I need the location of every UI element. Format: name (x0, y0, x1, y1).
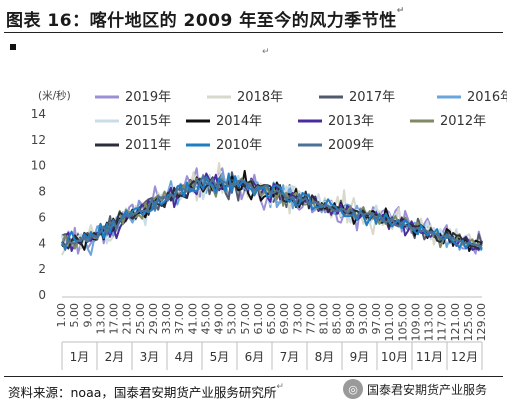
x-tick-label: 61.00 (252, 303, 265, 335)
x-tick-label: 73.00 (291, 303, 304, 335)
legend-entry-2018年: 2018年 (237, 90, 283, 105)
legend-entry-2011年: 2011年 (125, 138, 171, 153)
x-tick-label: 65.00 (265, 303, 278, 335)
brand-name: 国泰君安期货产业服务 (367, 382, 488, 397)
legend-entry-2013年: 2013年 (328, 114, 374, 129)
month-label: 12月 (451, 350, 478, 364)
series-line-2010年 (61, 172, 483, 251)
y-tick-label: 4 (38, 236, 46, 250)
x-tick-label: 93.00 (357, 303, 370, 335)
x-tick-label: 89.00 (344, 303, 357, 335)
y-tick-label: 2 (38, 262, 46, 276)
y-tick-label: 8 (38, 185, 46, 199)
x-tick-label: 49.00 (213, 303, 226, 335)
month-label: 5月 (210, 350, 230, 364)
x-tick-label: 33.00 (160, 303, 173, 335)
x-tick-label: 9.00 (81, 303, 94, 328)
y-tick-label: 14 (31, 107, 46, 121)
x-tick-label: 105.00 (396, 303, 409, 342)
y-tick-label: 0 (38, 288, 46, 302)
x-tick-label: 97.00 (370, 303, 383, 335)
x-tick-label: 101.00 (383, 303, 396, 342)
month-label: 4月 (175, 350, 195, 364)
month-label: 6月 (245, 350, 265, 364)
x-tick-label: 121.00 (449, 303, 462, 342)
y-axis-label: (米/秒) (38, 89, 71, 102)
source-note: 资料来源：noaa，国泰君安期货产业服务研究所 ↵ (8, 382, 284, 400)
y-tick-label: 10 (31, 159, 46, 173)
x-tick-label: 13.00 (94, 303, 107, 335)
x-tick-label: 113.00 (423, 303, 436, 342)
month-label: 8月 (315, 350, 335, 364)
x-tick-label: 37.00 (173, 303, 186, 335)
x-tick-label: 17.00 (108, 303, 121, 335)
wechat-logo-icon: ◎ (343, 379, 363, 399)
month-label: 10月 (381, 350, 408, 364)
title-divider (4, 32, 503, 33)
legend-entry-2016年: 2016年 (467, 90, 507, 105)
x-tick-label: 57.00 (239, 303, 252, 335)
x-tick-label: 125.00 (462, 303, 475, 342)
x-tick-label: 77.00 (304, 303, 317, 335)
month-label: 9月 (350, 350, 370, 364)
y-tick-label: 12 (31, 133, 46, 147)
month-label: 3月 (140, 350, 160, 364)
page-title: 图表 16：喀什地区的 2009 年至今的风力季节性 ↵ (6, 6, 405, 31)
legend-entry-2014年: 2014年 (216, 114, 262, 129)
x-tick-label: 109.00 (409, 303, 422, 342)
legend-entry-2009年: 2009年 (328, 138, 374, 153)
x-tick-label: 45.00 (199, 303, 212, 335)
x-tick-label: 85.00 (331, 303, 344, 335)
month-label: 11月 (416, 350, 443, 364)
legend-entry-2017年: 2017年 (349, 90, 395, 105)
x-tick-label: 129.00 (475, 303, 488, 342)
x-tick-label: 41.00 (186, 303, 199, 335)
series-line-2018年 (61, 162, 482, 256)
x-tick-label: 5.00 (68, 303, 81, 328)
legend-entry-2015年: 2015年 (125, 114, 171, 129)
legend-entry-2012年: 2012年 (440, 114, 486, 129)
bullet-square-icon (10, 44, 16, 50)
paragraph-mark: ↵ (262, 47, 270, 57)
footer-divider (4, 376, 503, 377)
x-tick-label: 1.00 (55, 303, 68, 328)
month-label: 2月 (105, 350, 125, 364)
brand-logo: ◎ 国泰君安期货产业服务 (343, 379, 487, 399)
month-label: 7月 (280, 350, 300, 364)
x-tick-label: 53.00 (226, 303, 239, 335)
legend-entry-2019年: 2019年 (125, 90, 171, 105)
x-tick-label: 29.00 (147, 303, 160, 335)
paragraph-mark: ↵ (396, 6, 405, 16)
legend-entry-2010年: 2010年 (216, 138, 262, 153)
x-tick-label: 25.00 (134, 303, 147, 335)
x-tick-label: 81.00 (318, 303, 331, 335)
x-tick-label: 117.00 (436, 303, 449, 342)
x-tick-label: 21.00 (121, 303, 134, 335)
y-tick-label: 6 (38, 210, 46, 224)
month-label: 1月 (70, 350, 90, 364)
series-line-2009年 (61, 175, 482, 247)
x-tick-label: 69.00 (278, 303, 291, 335)
